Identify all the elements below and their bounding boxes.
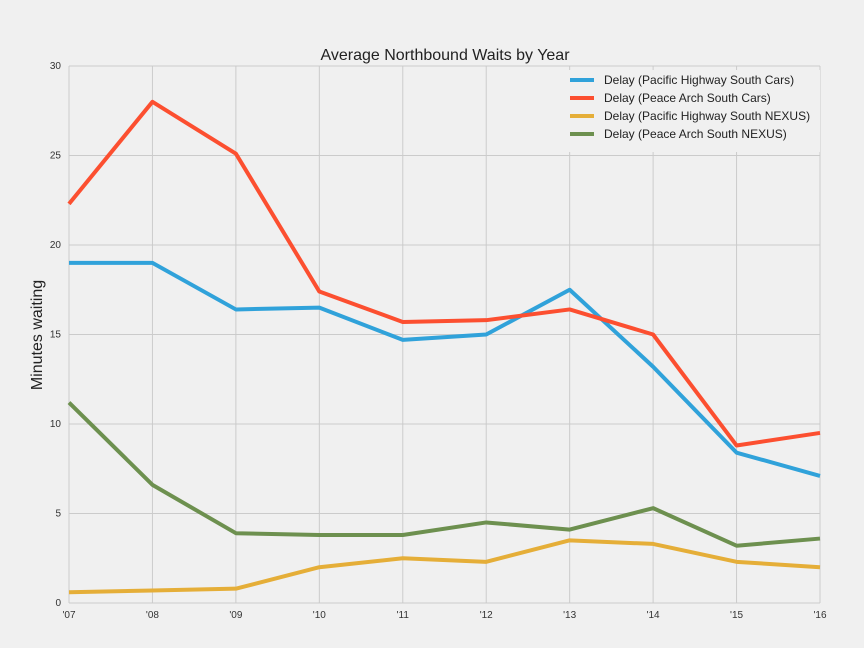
- series-lines: [67, 99, 821, 595]
- y-tick-label: 25: [50, 151, 62, 162]
- x-tick-label: '13: [563, 610, 576, 621]
- legend-entry: Delay (Pacific Highway South NEXUS): [604, 109, 810, 123]
- legend: Delay (Pacific Highway South Cars) Delay …: [560, 70, 820, 152]
- x-tick-label: '14: [647, 610, 660, 621]
- x-tick-label: '10: [313, 610, 326, 621]
- legend-entry: Delay (Peace Arch South NEXUS): [604, 127, 787, 141]
- x-tick-label: '16: [813, 610, 826, 621]
- x-tick-label: '11: [397, 610, 410, 621]
- y-tick-label: 30: [50, 61, 62, 72]
- series-line-3: [68, 538, 821, 595]
- legend-box: [560, 70, 820, 152]
- axes: 0 5 10 15 20 25 30 '07 '08 '09 '10 '11 '12 '13 '14 '15 '…: [50, 61, 827, 621]
- series-line-2: [67, 99, 821, 448]
- series-line-4: [67, 401, 821, 548]
- y-tick-label: 10: [50, 419, 62, 430]
- legend-entry: Delay (Peace Arch South Cars): [604, 91, 771, 105]
- chart-title: Average Northbound Waits by Year: [320, 47, 570, 64]
- x-tick-label: '09: [229, 610, 242, 621]
- y-tick-label: 0: [55, 598, 61, 609]
- x-tick-label: '07: [62, 610, 75, 621]
- series-line-1: [69, 260, 821, 478]
- y-tick-label: 5: [55, 509, 61, 520]
- y-tick-label: 20: [50, 240, 62, 251]
- x-tick-label: '15: [730, 610, 743, 621]
- y-tick-label: 15: [50, 330, 62, 341]
- legend-entry: Delay (Pacific Highway South Cars): [604, 73, 794, 87]
- x-tick-label: '12: [480, 610, 493, 621]
- x-tick-label: '08: [146, 610, 159, 621]
- y-axis-label: Minutes waiting: [29, 280, 46, 390]
